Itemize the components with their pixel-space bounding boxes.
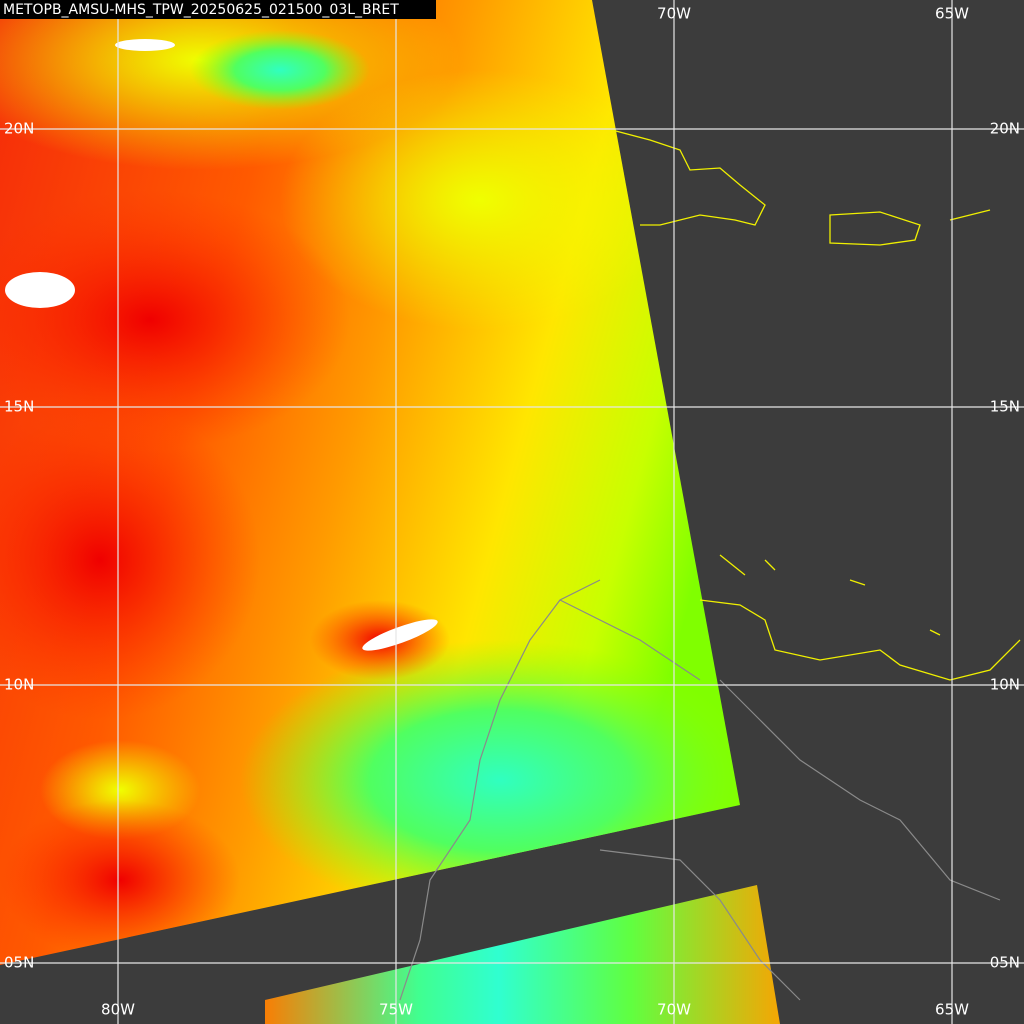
coastlines bbox=[611, 129, 1021, 681]
lon-label: 65W bbox=[935, 1001, 969, 1019]
borders bbox=[399, 579, 1001, 1001]
lat-label: 05N bbox=[4, 954, 34, 972]
lon-label: 80W bbox=[101, 1001, 135, 1019]
lon-label: 65W bbox=[935, 5, 969, 23]
lat-label: 15N bbox=[4, 398, 34, 416]
lon-label: 70W bbox=[657, 1001, 691, 1019]
lat-label: 20N bbox=[990, 120, 1020, 138]
title: METOPB_AMSU-MHS_TPW_20250625_021500_03L_… bbox=[3, 2, 399, 18]
swath bbox=[0, 0, 740, 965]
lat-label: 10N bbox=[990, 676, 1020, 694]
lat-label: 10N bbox=[4, 676, 34, 694]
lat-label: 15N bbox=[990, 398, 1020, 416]
lat-label: 05N bbox=[990, 954, 1020, 972]
lon-label: 70W bbox=[657, 5, 691, 23]
graticule-labels: 70W 65W 80W 75W 70W 65W 20N 15N 10N 05N 20N 15N 10N 0… bbox=[4, 5, 1020, 1019]
lat-label: 20N bbox=[4, 120, 34, 138]
lon-label: 75W bbox=[379, 1001, 413, 1019]
title-box bbox=[0, 0, 436, 19]
